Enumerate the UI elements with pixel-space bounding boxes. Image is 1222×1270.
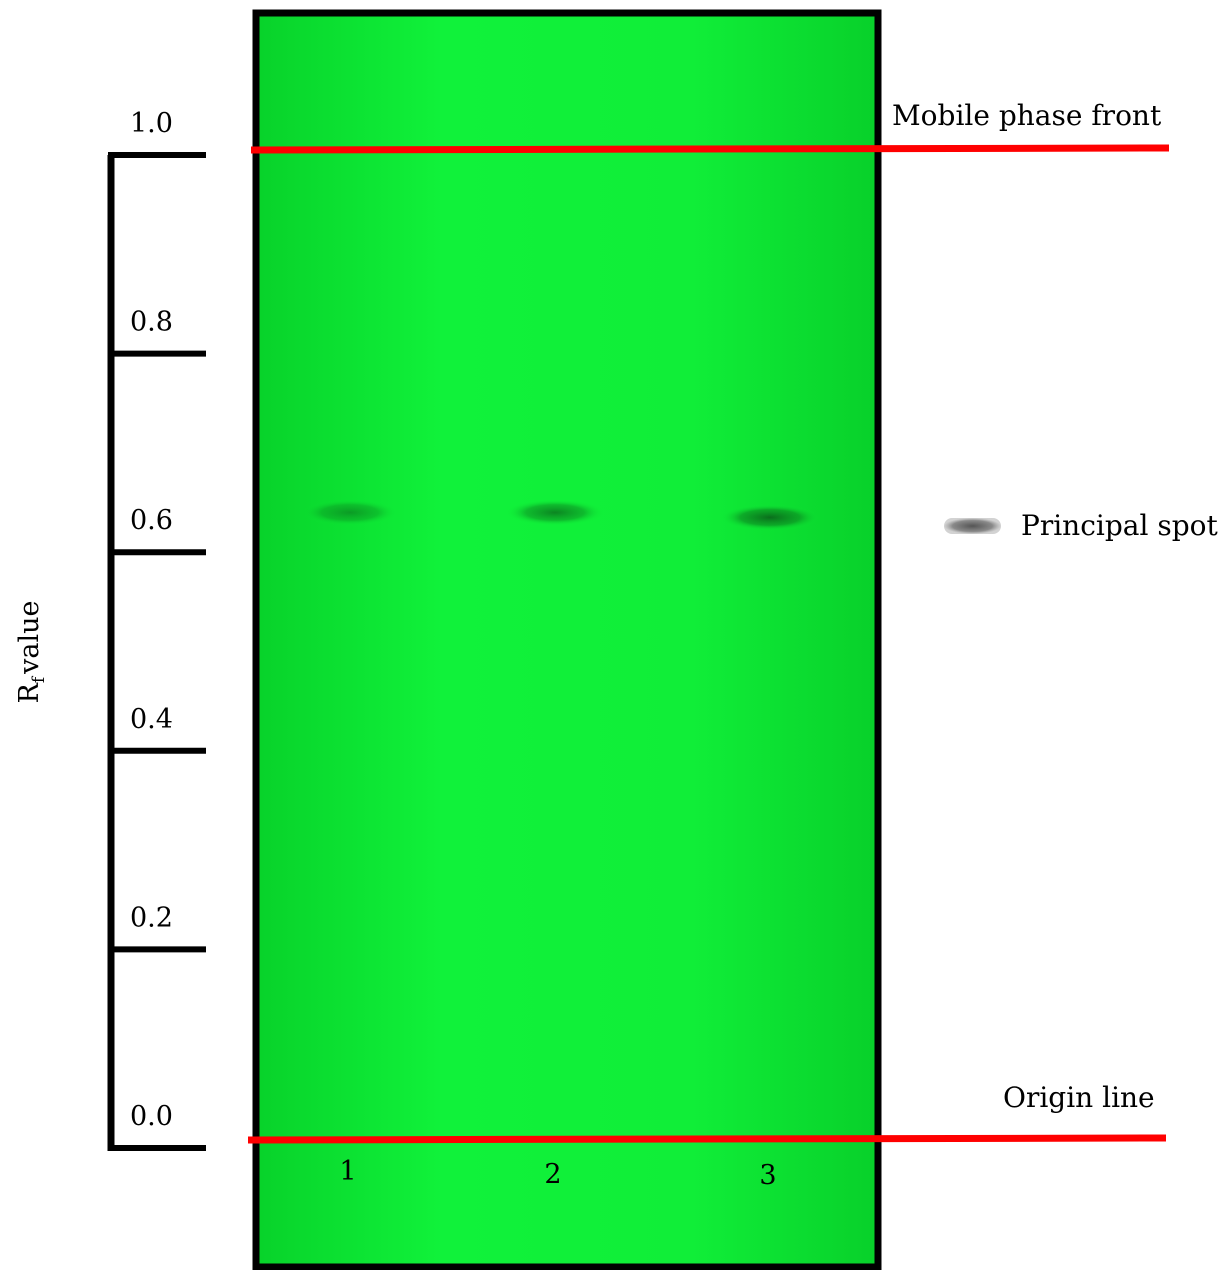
mobile-phase-front-label: Mobile phase front [892,99,1162,132]
lane-2-spot [506,499,604,526]
scale-tick-label: 0.8 [130,307,173,338]
scale-tick-label: 0.4 [130,704,173,735]
scale-ticks: 1.0 0.8 0.6 0.4 0.2 0.0 [108,108,206,1151]
scale-tick-label: 1.0 [130,108,173,139]
lane-3-spot [720,504,820,531]
legend-spot-swatch [944,518,1001,534]
tlc-plate: 1 2 3 [252,9,882,1270]
scale-tick-label: 0.6 [130,505,173,536]
plate-surface [252,9,882,1270]
axis-title: Rfvalue [14,601,49,704]
origin-line-label: Origin line [1003,1081,1155,1114]
lane-label: 2 [544,1159,561,1190]
origin-line [247,1134,1167,1144]
scale-tick-label: 0.0 [130,1101,173,1132]
axis-title-rest: value [14,601,45,675]
rf-scale: 1.0 0.8 0.6 0.4 0.2 0.0 Rfvalue [14,108,206,1151]
scale-tick-label: 0.2 [130,902,173,933]
lane-label: 1 [339,1156,356,1187]
axis-title-sub: f [29,675,49,683]
legend-spot-label: Principal spot [1021,509,1218,542]
axis-title-r: R [14,683,45,704]
legend: Principal spot [944,509,1218,542]
mobile-phase-front-line [250,144,1170,154]
lane-label: 3 [759,1160,776,1191]
lane-1-spot [302,499,398,526]
lane-labels: 1 2 3 [339,1156,776,1191]
spots-group [302,499,820,531]
